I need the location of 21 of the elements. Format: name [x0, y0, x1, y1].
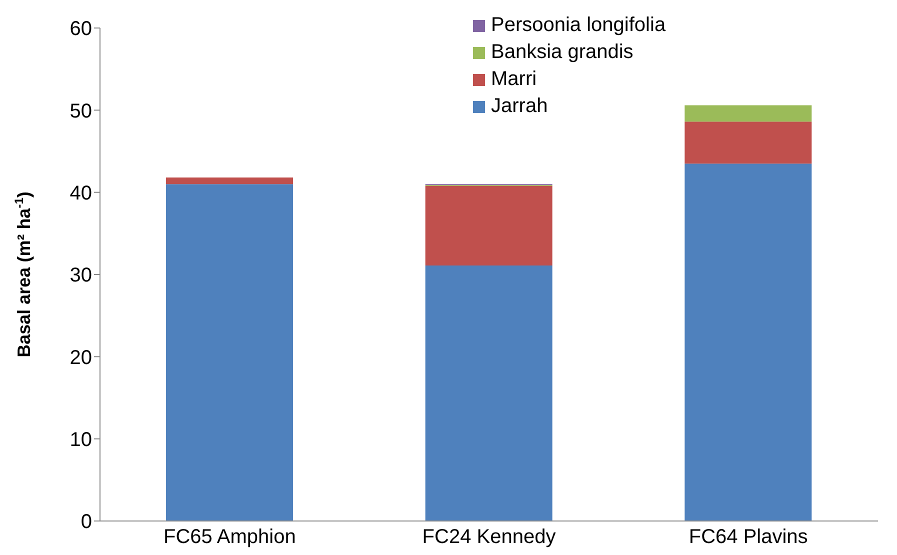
bar: [166, 184, 293, 521]
bar: [684, 105, 812, 122]
bar: [425, 265, 552, 521]
legend-label: Persoonia longifolia: [491, 14, 666, 37]
y-tick-label: 10: [70, 428, 92, 451]
x-tick-label: FC64 Plavins: [688, 526, 808, 548]
y-tick-label: 0: [80, 511, 92, 534]
x-tick-label: FC24 Kennedy: [422, 526, 556, 548]
bar: [684, 164, 812, 521]
legend-label: Marri: [491, 68, 537, 91]
y-tick-label: 40: [70, 182, 92, 204]
x-tick-label: FC65 Amphion: [164, 526, 296, 548]
y-tick-label: 30: [70, 264, 92, 287]
bar: [166, 178, 293, 184]
bar: [684, 122, 812, 164]
y-tick-label: 60: [70, 18, 92, 40]
legend-label: Banksia grandis: [491, 41, 634, 64]
y-tick-label: 50: [70, 100, 92, 122]
bar: [425, 186, 552, 266]
legend-label: Jarrah: [491, 95, 548, 118]
y-tick-label: 20: [70, 346, 92, 369]
